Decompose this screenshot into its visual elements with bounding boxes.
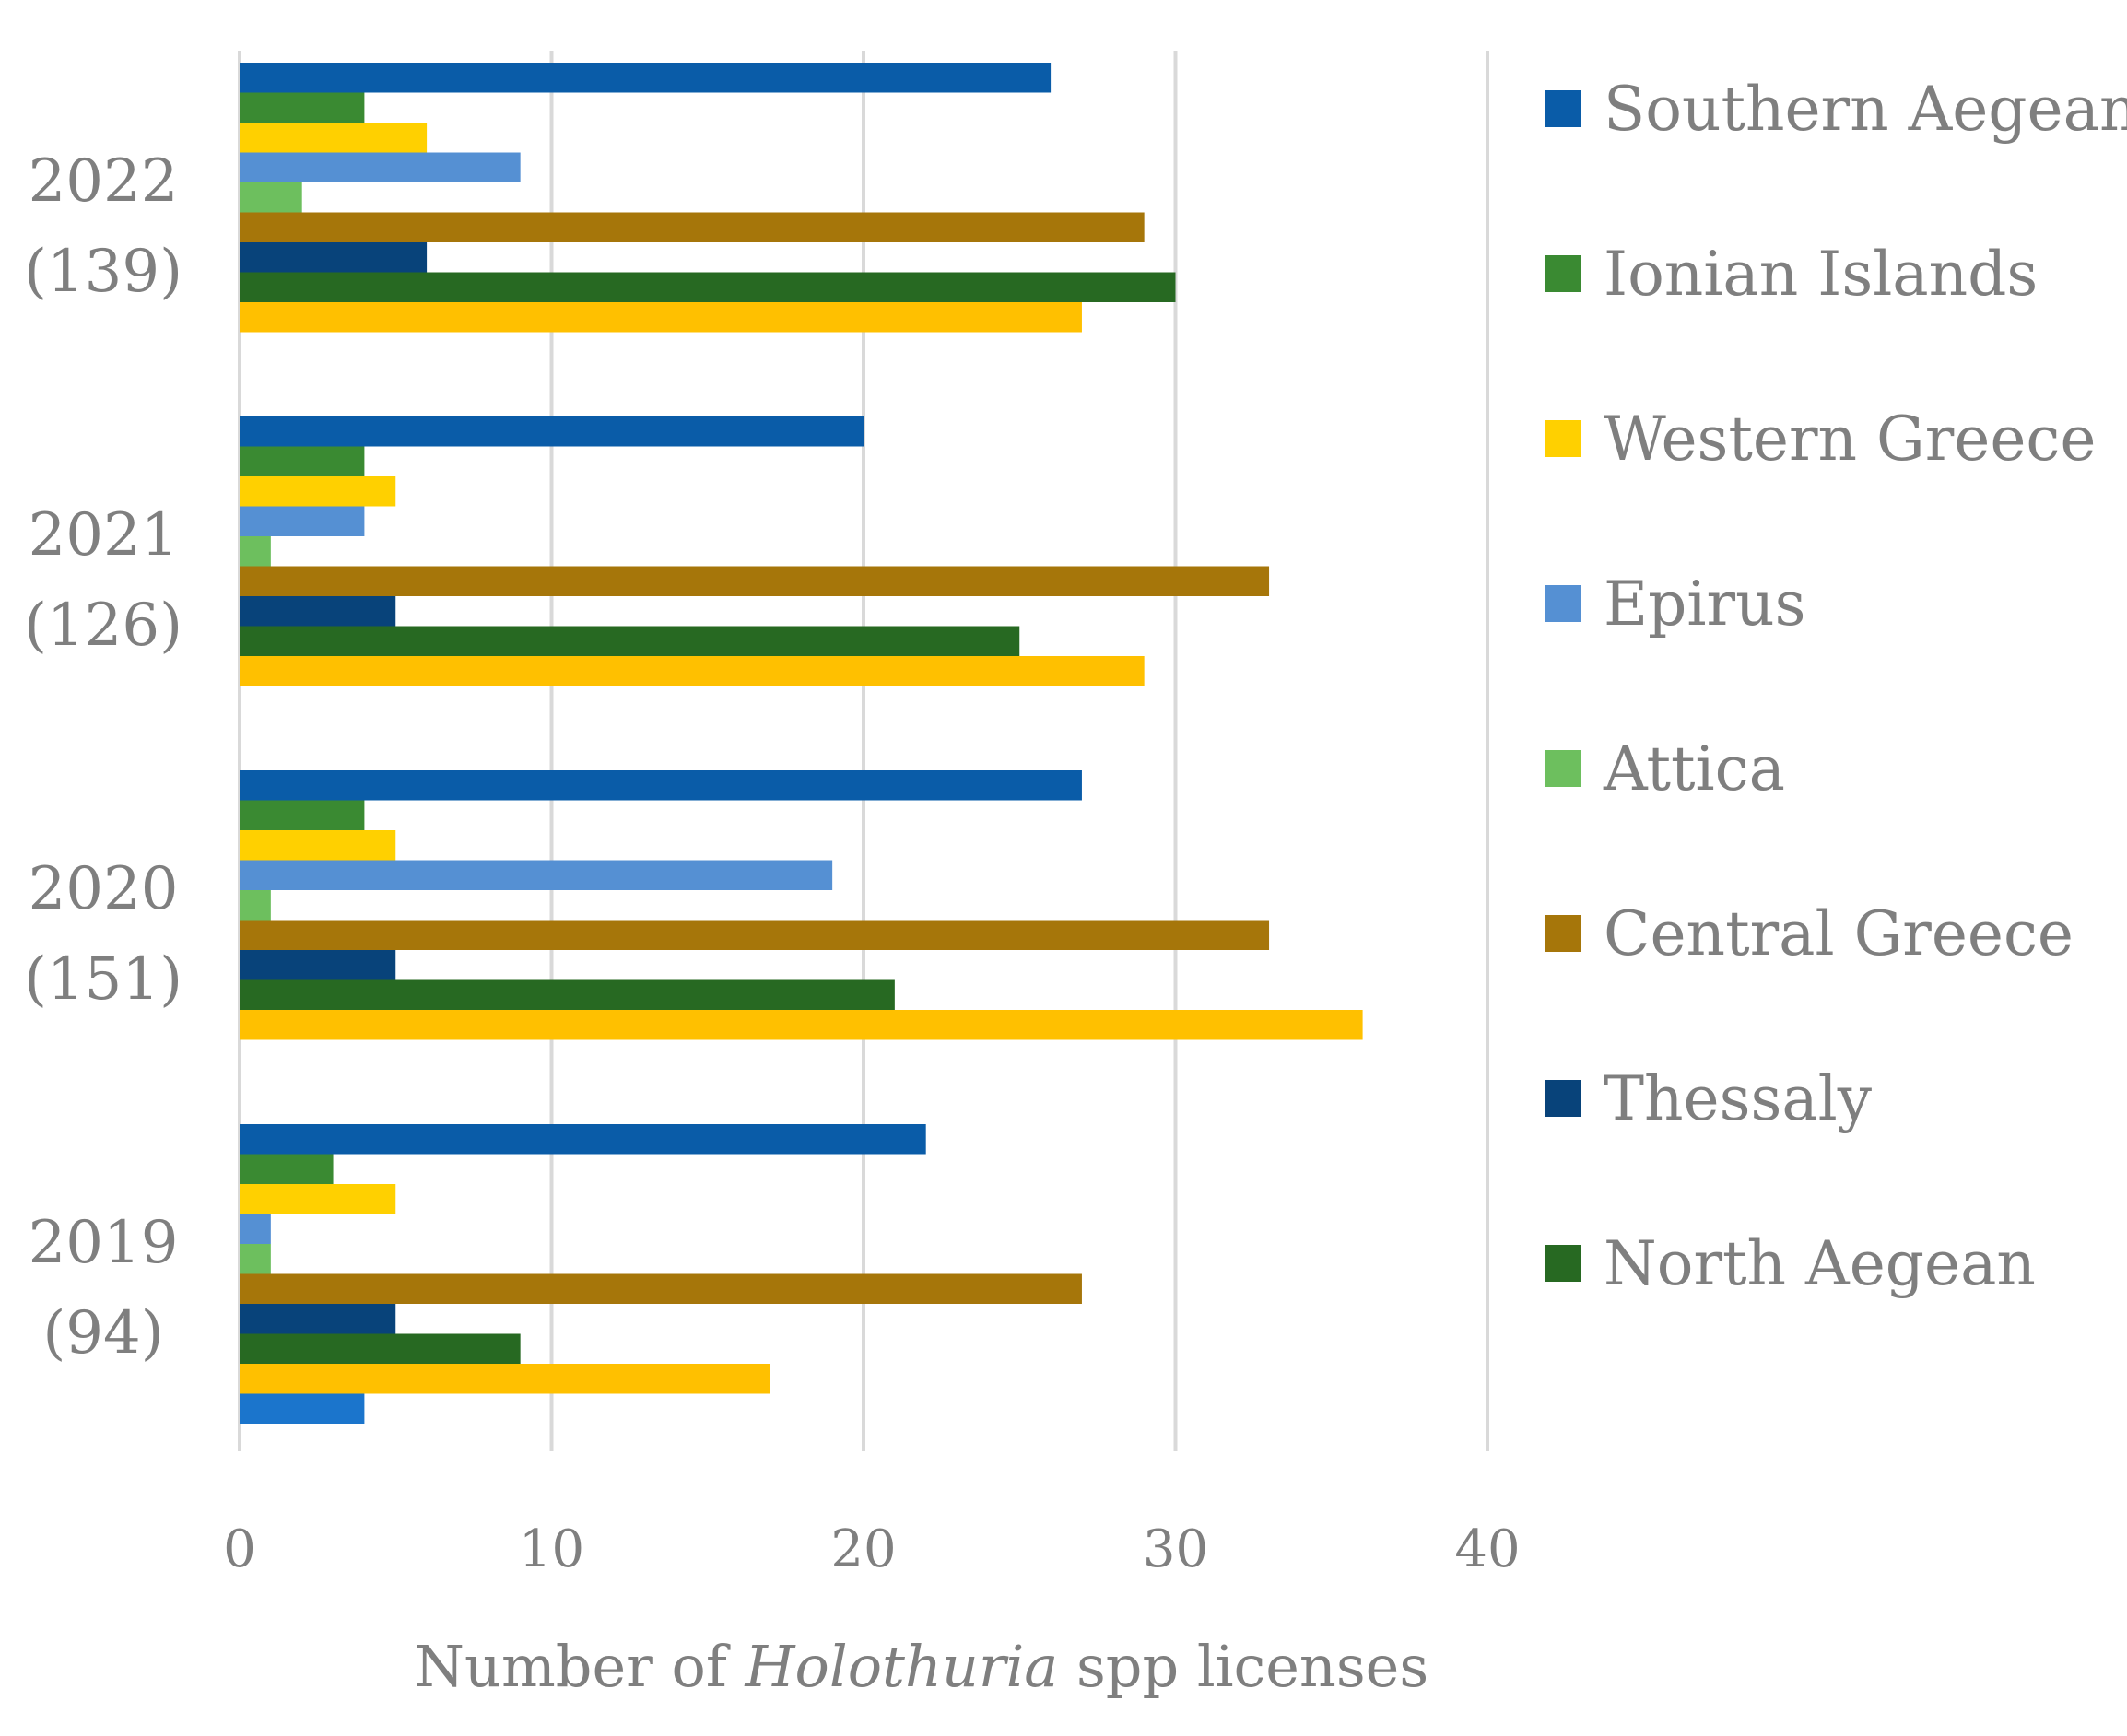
x-axis-title-part: spp licenses	[1058, 1633, 1428, 1700]
bar	[240, 950, 396, 980]
legend-label: Western Greece	[1604, 404, 2096, 475]
bar	[240, 152, 521, 182]
bar	[240, 476, 396, 507]
bar	[240, 212, 1145, 242]
bar	[240, 416, 864, 447]
legend-swatch	[1545, 90, 1581, 127]
bar	[240, 506, 365, 536]
bar	[240, 1124, 926, 1155]
legend-label: Southern Aegean	[1604, 74, 2127, 145]
bar	[240, 1010, 1363, 1040]
bar	[240, 92, 365, 123]
bar	[240, 302, 1082, 333]
bar	[240, 1154, 334, 1184]
x-axis-title: Number of Holothuria spp licenses	[415, 1633, 1428, 1700]
x-axis-title-part: Number of	[415, 1633, 746, 1700]
legend: Southern Aegean Ionian Islands Western Gre…	[1545, 74, 2127, 1299]
bar	[240, 626, 1020, 656]
legend-label: Epirus	[1604, 569, 1805, 639]
bar	[240, 1393, 365, 1424]
x-tick-label: 20	[830, 1519, 896, 1579]
legend-swatch	[1545, 585, 1581, 622]
bar	[240, 182, 302, 213]
legend-label: Thessaly	[1604, 1063, 1873, 1134]
category-total-label: (94)	[42, 1299, 163, 1367]
bar	[240, 656, 1145, 686]
bar	[240, 1214, 271, 1244]
bar	[240, 446, 365, 476]
bar	[240, 1184, 396, 1214]
legend-swatch	[1545, 420, 1581, 457]
bar	[240, 63, 1052, 93]
bars	[240, 63, 1363, 1424]
bar	[240, 920, 1270, 950]
bar	[240, 1304, 396, 1334]
bar	[240, 860, 833, 890]
category-year-label: 2019	[29, 1209, 179, 1277]
x-tick-label: 30	[1143, 1519, 1208, 1579]
bar	[240, 536, 271, 567]
legend-swatch	[1545, 1080, 1581, 1117]
category-total-label: (139)	[24, 238, 182, 306]
bar	[240, 830, 396, 861]
legend-swatch	[1545, 750, 1581, 787]
bar	[240, 890, 271, 921]
legend-label: North Aegean	[1604, 1228, 2036, 1299]
category-total-label: (126)	[24, 592, 182, 660]
bar	[240, 242, 428, 273]
x-axis-title-italic: Holothuria	[744, 1633, 1058, 1700]
category-year-label: 2022	[29, 147, 179, 216]
legend-label: Ionian Islands	[1604, 239, 2038, 310]
x-tick-label: 0	[223, 1519, 256, 1579]
bar	[240, 1273, 1082, 1304]
bar	[240, 800, 365, 830]
bar	[240, 1364, 770, 1394]
legend-label: Central Greece	[1604, 898, 2074, 969]
category-year-label: 2021	[29, 501, 179, 569]
x-tick-label: 10	[519, 1519, 584, 1579]
bar	[240, 123, 428, 153]
bar	[240, 770, 1082, 801]
bar	[240, 566, 1270, 596]
legend-swatch	[1545, 1245, 1581, 1282]
bar	[240, 979, 895, 1010]
bar	[240, 1244, 271, 1274]
category-total-label: (151)	[24, 945, 182, 1014]
x-axis-ticks: 0 10 20 30 40	[223, 1519, 1520, 1579]
y-axis-categories: 2022 (139) 2021 (126) 2020 (151) 2019 (94)	[24, 147, 182, 1367]
x-tick-label: 40	[1454, 1519, 1520, 1579]
bar	[240, 1333, 521, 1364]
bar	[240, 596, 396, 627]
legend-swatch	[1545, 915, 1581, 952]
bar	[240, 272, 1176, 302]
legend-swatch	[1545, 255, 1581, 292]
category-year-label: 2020	[29, 855, 179, 923]
legend-label: Attica	[1603, 733, 1785, 804]
